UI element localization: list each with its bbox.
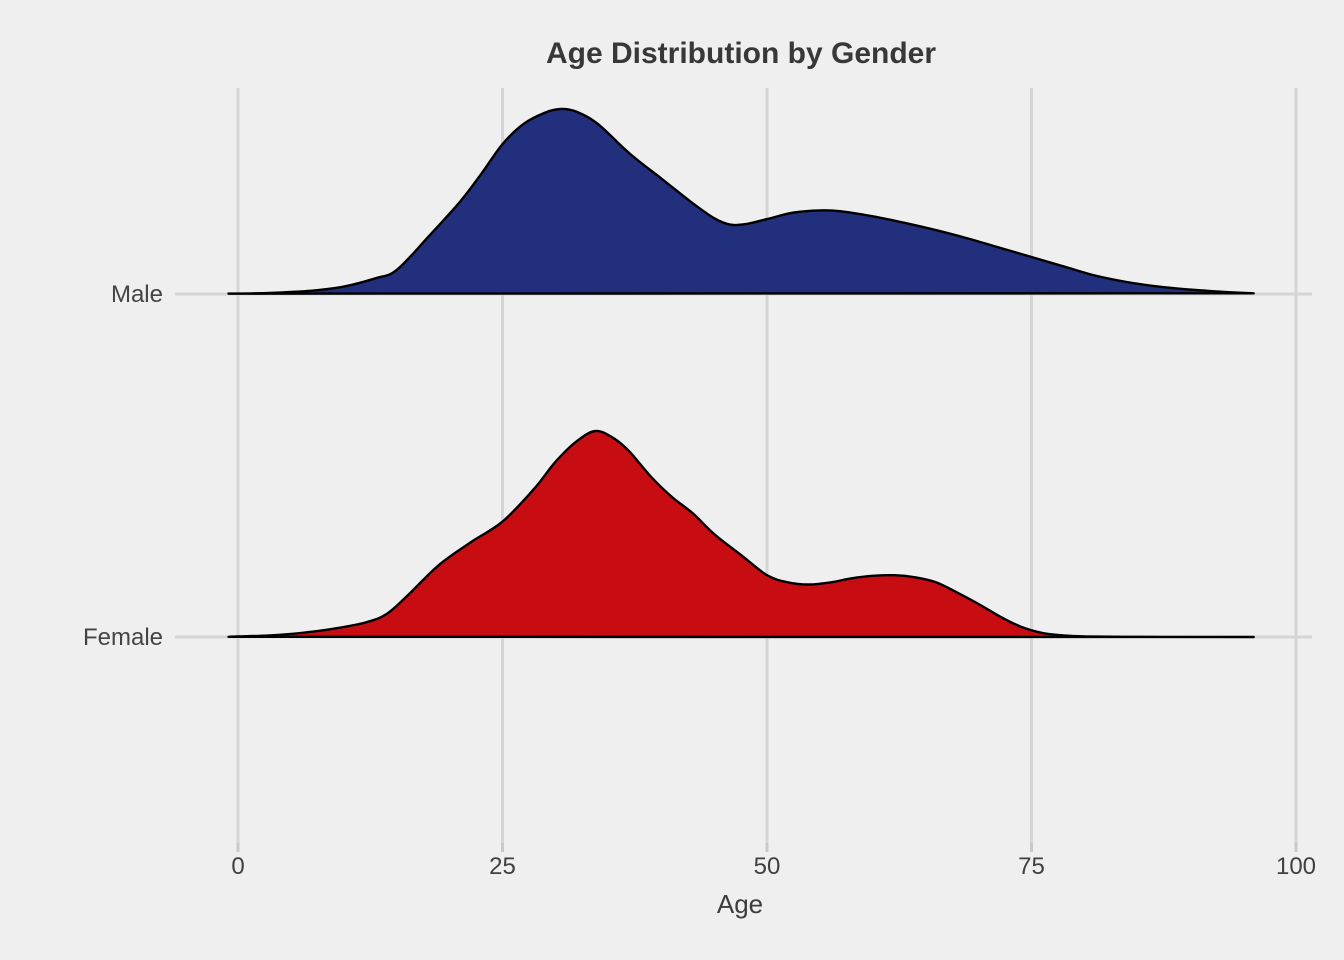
x-tick-label-50: 50 (753, 853, 781, 880)
x-tick-label-0: 0 (231, 853, 245, 880)
x-tick-label-100: 100 (1275, 853, 1317, 880)
chart-title: Age Distribution by Gender (545, 37, 937, 70)
x-tick-label-75: 75 (1018, 853, 1045, 880)
density-curve-male (227, 107, 1255, 295)
x-tick-label-25: 25 (489, 853, 516, 880)
x-axis-title: Age (716, 889, 764, 919)
density-curve-female (227, 429, 1255, 639)
y-axis-label-female: Female (82, 624, 163, 651)
y-axis-label-male: Male (110, 281, 163, 308)
